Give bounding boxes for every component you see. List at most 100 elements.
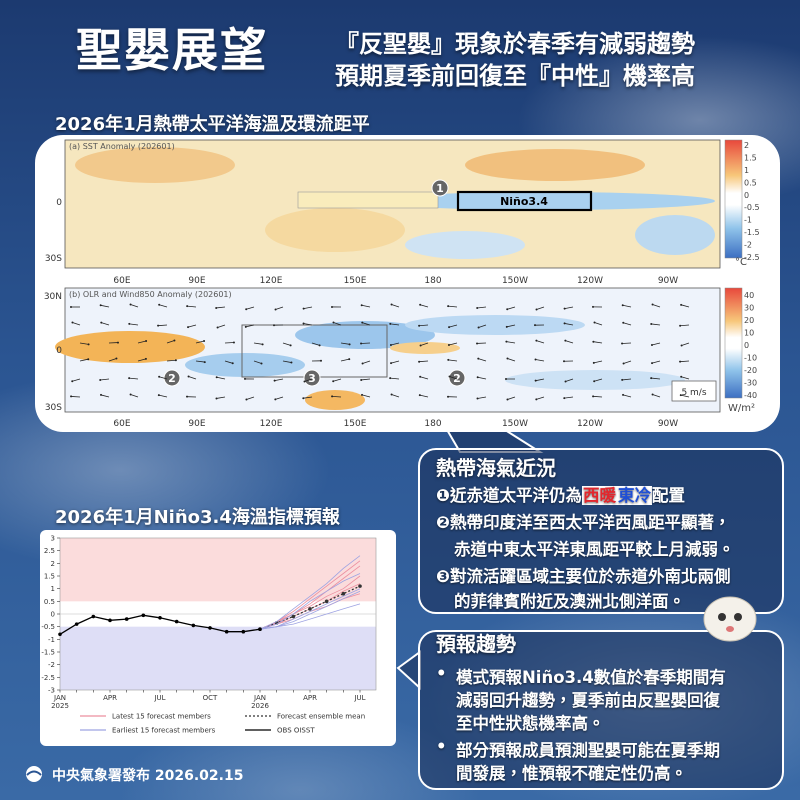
lon-label: 120E — [260, 276, 283, 286]
colorbar-unit: °C — [735, 257, 747, 268]
wind-arrow — [333, 378, 342, 382]
colorbar-tick-label: 20 — [744, 316, 754, 325]
wind-arrow — [652, 304, 661, 308]
wind-arrow-head — [476, 306, 479, 309]
colorbar-tick-label: 1 — [744, 166, 749, 175]
wind-arrow-head — [261, 343, 264, 346]
wind-arrow — [448, 342, 458, 346]
wind-arrow — [680, 324, 690, 327]
point — [208, 626, 212, 630]
wind-arrow-head — [158, 375, 161, 378]
wind-arrow — [100, 378, 110, 381]
x-tick-year: 2026 — [251, 702, 269, 710]
point — [224, 629, 229, 634]
wind-arrow-head — [563, 307, 566, 310]
x-tick-year: 2025 — [51, 702, 69, 710]
wind-arrow-head — [348, 358, 351, 361]
anomaly-patch — [405, 315, 585, 335]
bullet: ❶ — [436, 486, 450, 505]
wind-arrow-head — [71, 380, 74, 383]
wind-arrow — [282, 342, 291, 346]
status-box — [418, 448, 784, 614]
wind-arrow-head — [70, 306, 72, 308]
legend-label: Earliest 15 forecast members — [112, 727, 216, 735]
threshold-band — [60, 538, 376, 602]
wind-arrow-head — [144, 357, 147, 360]
wind-arrow-head — [302, 322, 305, 325]
forecast-line: • — [436, 737, 447, 756]
wind-arrow — [420, 342, 429, 346]
wind-arrow-head — [505, 340, 508, 343]
wind-arrow — [224, 360, 233, 364]
colorbar-tick-label: -40 — [744, 391, 757, 400]
wind-arrow-head — [360, 378, 363, 381]
colorbar-tick-label: -0.5 — [744, 203, 760, 212]
logo-mark — [26, 766, 42, 782]
panel-label: (b) OLR and Wind850 Anomaly (202601) — [69, 290, 232, 299]
wind-arrow — [622, 304, 632, 308]
wind-arrow-head — [361, 321, 364, 324]
wind-arrow — [216, 396, 226, 399]
lon-label: 60E — [113, 419, 130, 429]
colorbar-tick-label: -20 — [744, 366, 757, 375]
wind-arrow — [79, 358, 89, 362]
colorbar-tick-label: -1 — [744, 216, 752, 225]
wind-arrow-head — [418, 394, 421, 397]
bullet: • — [436, 737, 447, 756]
wind-arrow — [564, 396, 574, 399]
lat-label: 0 — [56, 198, 62, 208]
wind-arrow — [391, 304, 400, 308]
chart-title: 2026年1月Niño3.4海溫指標預報 — [55, 507, 340, 528]
wind-arrow — [391, 394, 400, 398]
wind-arrow-head — [680, 375, 683, 378]
wind-arrow-head — [534, 379, 537, 382]
chart: -3-2.5-2-1.5-1-0.500.511.522.53JAN2025AP… — [40, 530, 396, 746]
wind-arrow — [72, 322, 81, 326]
lon-label: 120W — [577, 419, 603, 429]
member-line — [259, 588, 361, 630]
colorbar-tick-label: 2 — [744, 141, 749, 150]
wind-arrow — [390, 377, 400, 380]
wind-arrow — [166, 340, 175, 344]
wind-arrow-head — [447, 395, 450, 398]
y-tick-label: 1 — [51, 585, 55, 593]
wind-arrow-head — [361, 393, 364, 396]
x-tick-label: APR — [303, 694, 317, 702]
anomaly-patch — [465, 149, 645, 181]
wind-arrow-head — [100, 393, 103, 396]
x-tick-label: APR — [103, 694, 117, 702]
anomaly-patch — [635, 215, 715, 255]
wind-arrow-head — [231, 362, 234, 365]
wind-arrow-head — [389, 322, 392, 325]
anomaly-patch — [505, 370, 685, 390]
point — [341, 591, 346, 596]
wind-arrow-head — [418, 360, 421, 363]
wind-arrow-head — [116, 341, 119, 344]
forecast-line: 模式預報Niño3.4數值於春季期間有 — [456, 668, 726, 687]
wind-arrow-head — [448, 326, 451, 329]
wind-arrow-head — [203, 361, 206, 364]
marker-label: 1 — [436, 182, 444, 195]
wind-arrow-head — [128, 377, 131, 380]
y-tick-label: 3 — [51, 535, 55, 543]
status-line: ❸對流活躍區域主要位於赤道外南北兩側 — [436, 563, 730, 587]
wind-arrow-head — [360, 342, 363, 345]
wind-arrow — [506, 341, 516, 344]
lon-label: 150W — [502, 276, 528, 286]
wind-arrow-head — [390, 393, 393, 396]
wind-arrow-head — [650, 322, 653, 325]
box-title: 預報趨勢 — [436, 632, 516, 656]
anomaly-patch — [185, 353, 305, 377]
wind-arrow — [101, 322, 110, 326]
wind-arrow — [419, 394, 429, 398]
wind-arrow — [419, 360, 429, 363]
wind-arrow — [564, 306, 574, 310]
wind-arrow-head — [389, 377, 392, 380]
point — [158, 616, 162, 620]
wind-arrow — [651, 342, 661, 346]
wind-arrow — [477, 376, 487, 380]
wind-arrow — [507, 396, 516, 400]
y-tick-label: -3 — [48, 687, 55, 695]
wind-arrow — [311, 342, 320, 346]
y-tick-label: 1.5 — [44, 573, 55, 581]
